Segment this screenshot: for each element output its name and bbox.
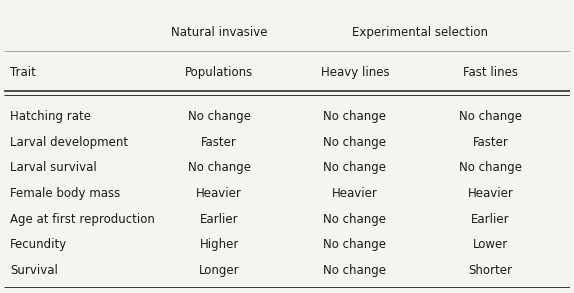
Text: Faster: Faster <box>201 136 237 149</box>
Text: Larval survival: Larval survival <box>10 161 96 174</box>
Text: Higher: Higher <box>199 238 239 251</box>
Text: Heavy lines: Heavy lines <box>320 66 389 79</box>
Text: Longer: Longer <box>199 264 239 277</box>
Text: Lower: Lower <box>473 238 508 251</box>
Text: No change: No change <box>188 161 251 174</box>
Text: No change: No change <box>323 213 386 226</box>
Text: No change: No change <box>323 136 386 149</box>
Text: Experimental selection: Experimental selection <box>352 26 488 39</box>
Text: Natural invasive: Natural invasive <box>171 26 267 39</box>
Text: Earlier: Earlier <box>471 213 510 226</box>
Text: No change: No change <box>459 110 522 123</box>
Text: Larval development: Larval development <box>10 136 128 149</box>
Text: Shorter: Shorter <box>468 264 513 277</box>
Text: No change: No change <box>459 161 522 174</box>
Text: Populations: Populations <box>185 66 253 79</box>
Text: No change: No change <box>323 264 386 277</box>
Text: Trait: Trait <box>10 66 36 79</box>
Text: Survival: Survival <box>10 264 58 277</box>
Text: Faster: Faster <box>473 136 509 149</box>
Text: Heavier: Heavier <box>332 187 378 200</box>
Text: No change: No change <box>323 238 386 251</box>
Text: Earlier: Earlier <box>200 213 238 226</box>
Text: Age at first reproduction: Age at first reproduction <box>10 213 155 226</box>
Text: Hatching rate: Hatching rate <box>10 110 91 123</box>
Text: Fecundity: Fecundity <box>10 238 67 251</box>
Text: Heavier: Heavier <box>196 187 242 200</box>
Text: Female body mass: Female body mass <box>10 187 120 200</box>
Text: No change: No change <box>323 110 386 123</box>
Text: Heavier: Heavier <box>468 187 514 200</box>
Text: Fast lines: Fast lines <box>463 66 518 79</box>
Text: No change: No change <box>323 161 386 174</box>
Text: No change: No change <box>188 110 251 123</box>
